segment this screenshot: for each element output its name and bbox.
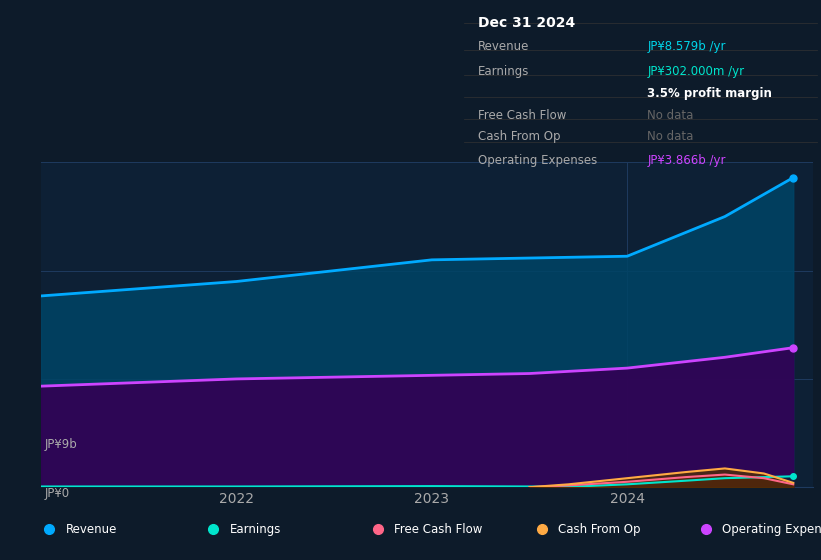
Text: Operating Expenses: Operating Expenses xyxy=(478,154,597,167)
Text: Free Cash Flow: Free Cash Flow xyxy=(394,522,483,536)
Text: Free Cash Flow: Free Cash Flow xyxy=(478,109,566,122)
Text: JP¥0: JP¥0 xyxy=(45,487,70,500)
Text: Earnings: Earnings xyxy=(230,522,282,536)
Text: JP¥302.000m /yr: JP¥302.000m /yr xyxy=(648,65,745,78)
Text: Cash From Op: Cash From Op xyxy=(558,522,640,536)
Text: JP¥3.866b /yr: JP¥3.866b /yr xyxy=(648,154,726,167)
Text: 3.5% profit margin: 3.5% profit margin xyxy=(648,87,773,100)
Text: No data: No data xyxy=(648,130,694,143)
Text: Revenue: Revenue xyxy=(66,522,117,536)
Text: Earnings: Earnings xyxy=(478,65,530,78)
Text: Cash From Op: Cash From Op xyxy=(478,130,561,143)
Text: Revenue: Revenue xyxy=(478,40,530,53)
Text: Dec 31 2024: Dec 31 2024 xyxy=(478,16,576,30)
Text: Operating Expenses: Operating Expenses xyxy=(722,522,821,536)
Text: JP¥9b: JP¥9b xyxy=(45,438,78,451)
Text: No data: No data xyxy=(648,109,694,122)
Text: JP¥8.579b /yr: JP¥8.579b /yr xyxy=(648,40,726,53)
